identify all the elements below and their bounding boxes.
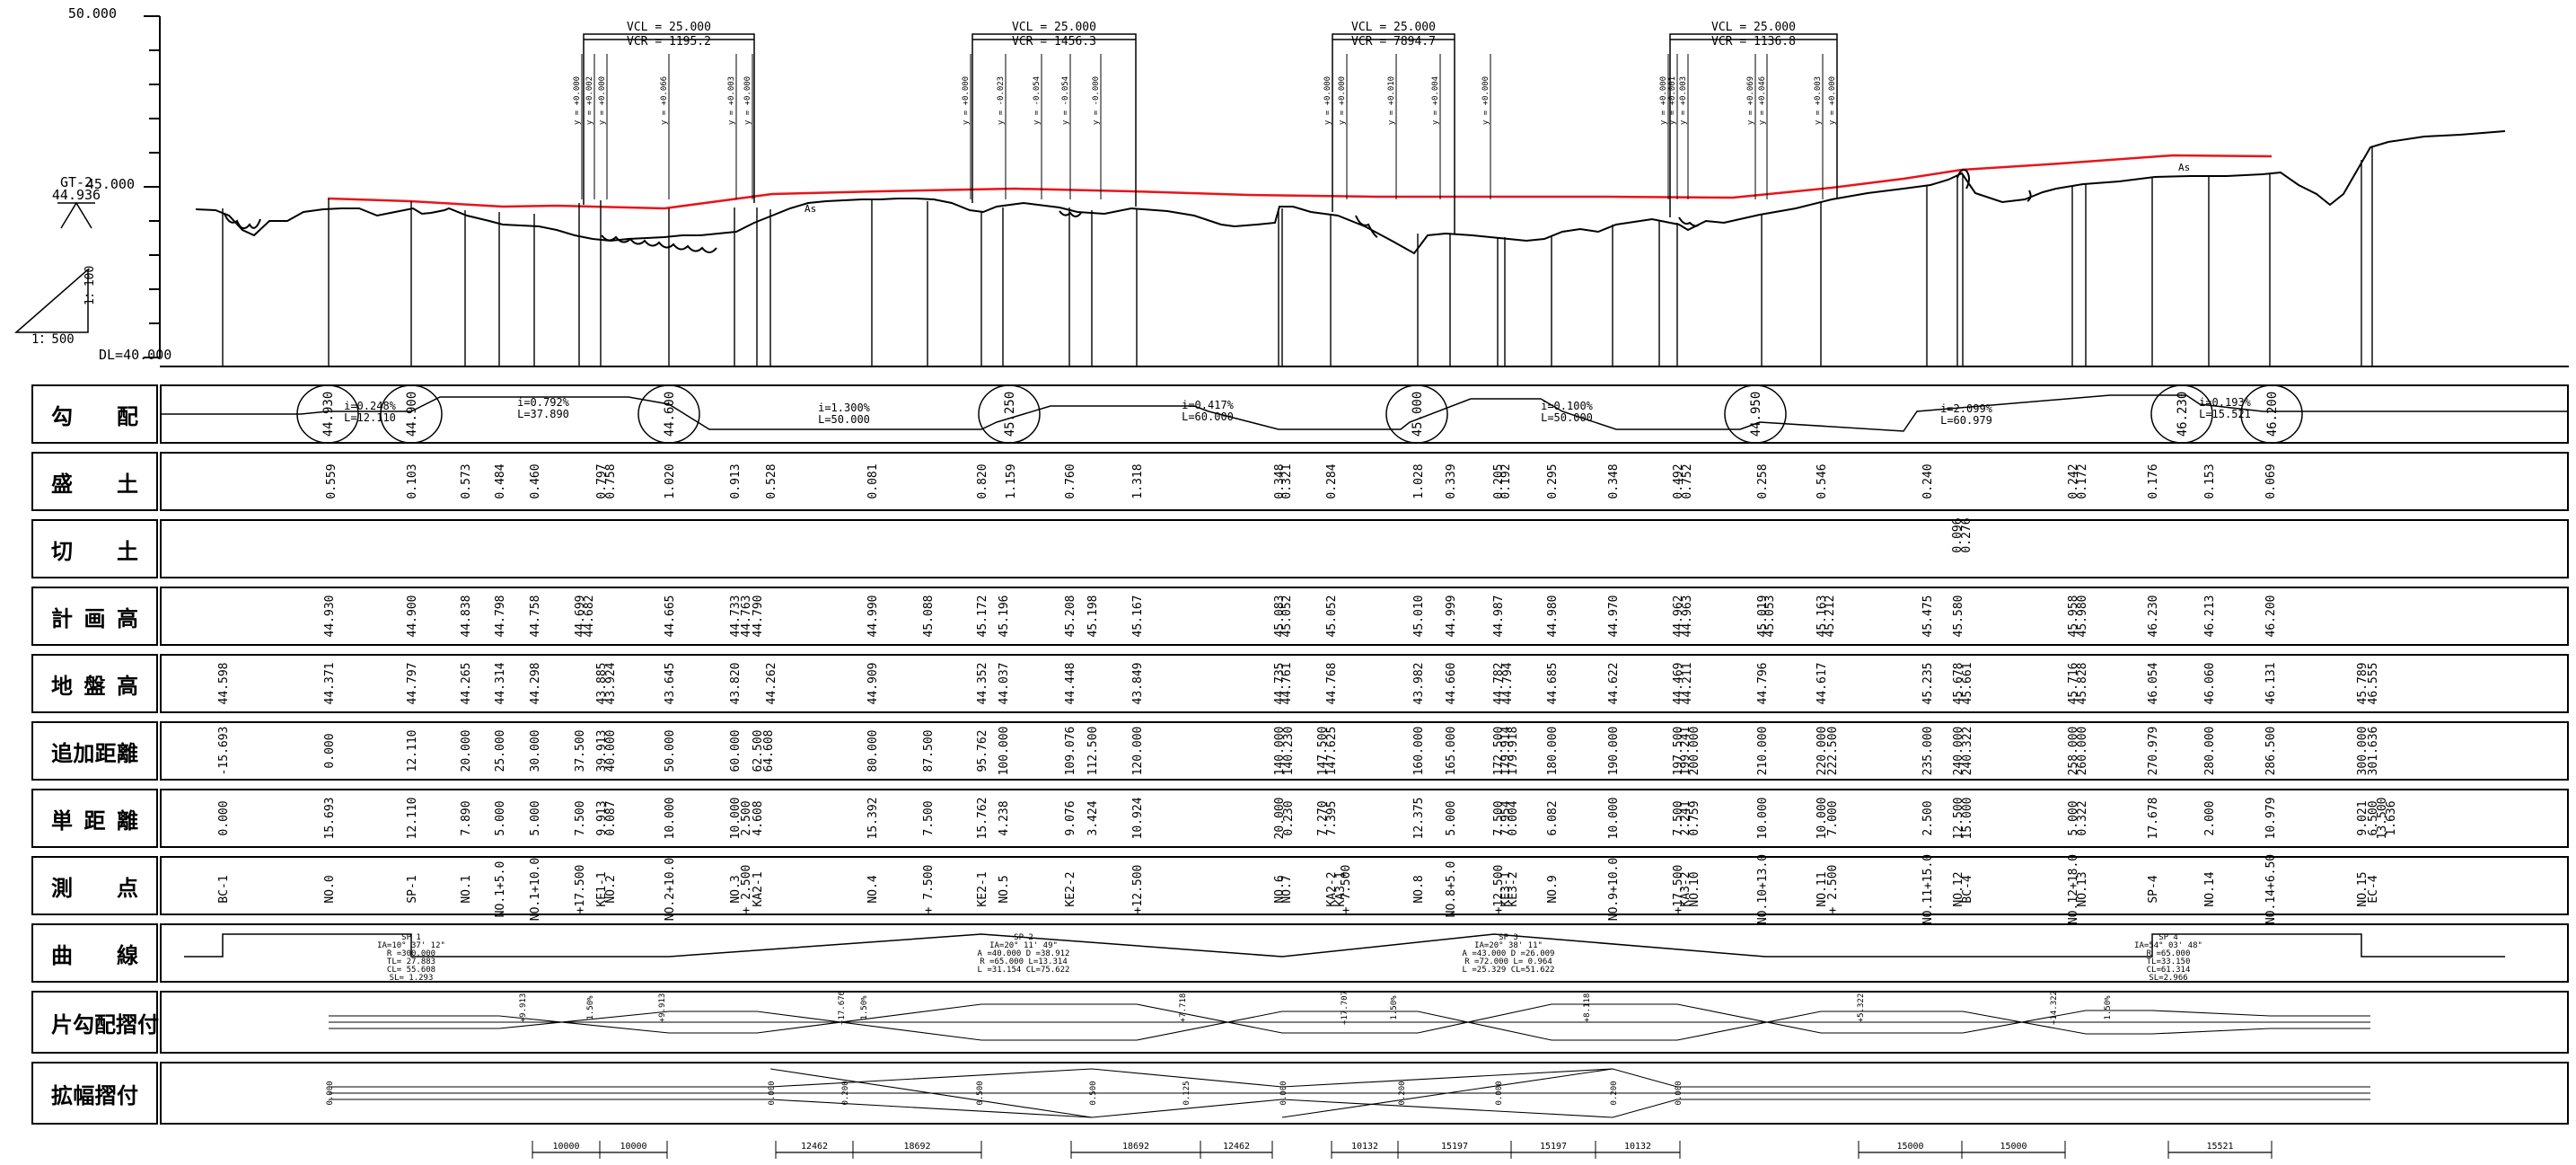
row-label-gradient: 勾配 (31, 384, 158, 444)
benchmark-name: GT-2 (60, 174, 92, 190)
vertical-curve-ordinate: y = +0.000 (1338, 76, 1347, 125)
row-label-ground-elevation: 地盤高 (31, 654, 158, 713)
surface-tag: As (804, 203, 816, 215)
vertical-scale-label: 1：100 (84, 266, 97, 305)
vertical-curve-ordinate: y = +0.046 (1758, 76, 1767, 125)
vertical-curve-ordinate: y = -0.054 (1061, 76, 1070, 125)
dimension-value: 15000 (1896, 1142, 1923, 1152)
vertical-curve-ordinate: y = -0.054 (1033, 76, 1042, 125)
elevation-scale (144, 15, 2569, 367)
vertical-curve-ordinate: y = +0.001 (1668, 76, 1677, 125)
benchmark-pointer (60, 201, 92, 229)
vertical-curve-ordinate: y = +0.000 (573, 76, 582, 125)
dimension-value: 10132 (1624, 1142, 1651, 1152)
dimension-value: 18692 (1122, 1142, 1149, 1152)
row-interval-distance (160, 789, 2569, 848)
dimension-value: 15197 (1441, 1142, 1468, 1152)
row-superelevation (160, 991, 2569, 1054)
dimension-value: 15521 (2206, 1142, 2233, 1152)
vertical-curve-ordinate: y = +0.000 (1323, 76, 1332, 125)
vertical-curve-ordinate: y = +0.003 (1814, 76, 1823, 125)
row-horizontal-curve (160, 923, 2569, 983)
row-cut (160, 519, 2569, 578)
dimension-value: 12462 (1223, 1142, 1250, 1152)
row-station (160, 856, 2569, 915)
design-grade-line (327, 154, 2273, 210)
row-label-design-elevation: 計画高 (31, 587, 158, 646)
dimension-value: 10000 (552, 1142, 579, 1152)
existing-structure-hatches (224, 169, 2032, 253)
datum-label: DL=40.000 (99, 347, 171, 363)
vertical-curve-ordinate: y = -0.023 (997, 76, 1006, 125)
vertical-curve-ordinate: y = +0.000 (598, 76, 607, 125)
dimension-value: 15000 (2000, 1142, 2027, 1152)
vertical-curve-ordinate: y = +0.000 (743, 76, 752, 125)
dimension-value: 18692 (903, 1142, 930, 1152)
vertical-curve-ordinate: y = +0.000 (1828, 76, 1837, 125)
vertical-curve-ordinate: y = +0.000 (1659, 76, 1668, 125)
vertical-curve-ordinate: y = +0.000 (1481, 76, 1490, 125)
vertical-curve-ordinate: y = +0.066 (660, 76, 669, 125)
vcl-label: VCL = 25.000 (1711, 21, 1796, 34)
row-label-station: 測点 (31, 856, 158, 915)
vcl-label: VCL = 25.000 (1012, 21, 1096, 34)
vcr-label: VCR = 1136.8 (1711, 35, 1796, 49)
row-label-superelevation: 片勾配摺付 (31, 991, 159, 1054)
vertical-curve-ordinate: y = +0.003 (1679, 76, 1688, 125)
row-label-interval-distance: 単距離 (31, 789, 158, 848)
vertical-curve-ordinate: y = +0.010 (1387, 76, 1396, 125)
row-ground-elevation (160, 654, 2569, 713)
vertical-curve-brackets (583, 33, 1838, 234)
dimension-value: 15197 (1540, 1142, 1567, 1152)
dimension-values: 10000 10000 12462 18692 18692 12462 10132 15197… (552, 1142, 2233, 1152)
row-widening (160, 1062, 2569, 1125)
benchmark-elevation: 44.936 (52, 187, 101, 203)
vertical-curve-ordinate: y = +0.004 (1431, 76, 1440, 125)
vcl-label: VCL = 25.000 (1351, 21, 1436, 34)
row-label-horizontal-curve: 曲線 (31, 923, 158, 983)
row-label-cumulative-distance: 追加距離 (31, 721, 158, 781)
elevation-tick-mid: 45.000 (86, 176, 135, 192)
station-lines (222, 147, 2373, 366)
vertical-curve-ordinate: y = -0.000 (1092, 76, 1101, 125)
vertical-curve-ordinate: y = +0.003 (727, 76, 736, 125)
ground-line (195, 130, 2506, 255)
dimension-value: 10132 (1351, 1142, 1378, 1152)
vertical-curve-ordinate: y = +0.000 (962, 76, 971, 125)
vcr-label: VCR = 1195.2 (627, 35, 711, 49)
vcl-label: VCL = 25.000 (627, 21, 711, 34)
vcr-label: VCR = 1456.3 (1012, 35, 1096, 49)
row-design-elevation (160, 587, 2569, 646)
dimension-ticks (532, 1141, 2273, 1159)
row-fill (160, 452, 2569, 511)
row-gradient (160, 384, 2569, 444)
dimension-value: 12462 (801, 1142, 828, 1152)
vertical-curve-ordinates: y = +0.000 y = +0.002 y = +0.000 y = +0.066… (573, 54, 1838, 199)
row-label-widening: 拡幅摺付 (31, 1062, 158, 1125)
horizontal-scale-label: 1：500 (31, 332, 75, 347)
dimension-value: 10000 (620, 1142, 646, 1152)
surface-tag: As (2178, 162, 2190, 173)
row-cumulative-distance (160, 721, 2569, 781)
vcr-label: VCR = 7894.7 (1351, 35, 1436, 49)
row-label-fill: 盛土 (31, 452, 158, 511)
elevation-tick-top: 50.000 (68, 5, 117, 22)
scale-triangle (14, 268, 89, 333)
vertical-curve-ordinate: y = +0.069 (1746, 76, 1755, 125)
row-label-cut: 切土 (31, 519, 158, 578)
vertical-curve-ordinate: y = +0.002 (585, 76, 594, 125)
